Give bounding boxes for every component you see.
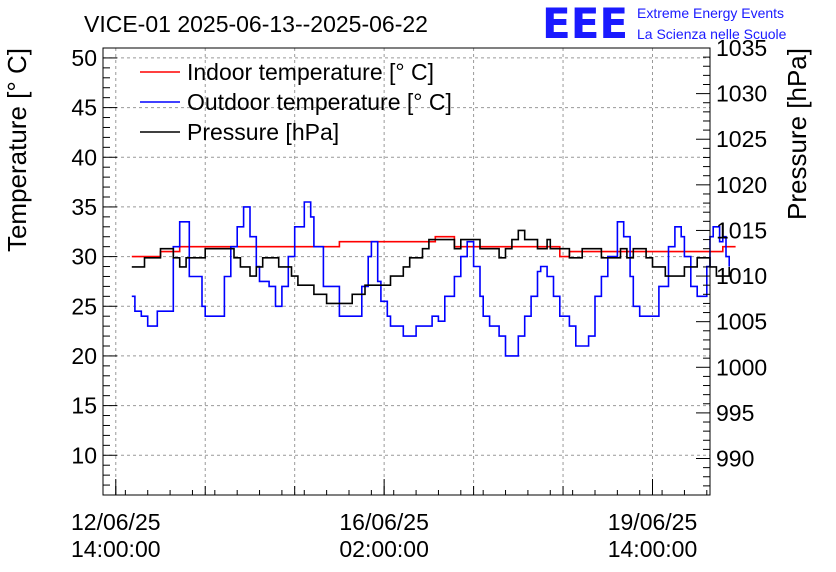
legend-label-pressure: Pressure [hPa] <box>187 119 339 145</box>
y2-tick-label: 1015 <box>716 217 767 243</box>
y-tick-label: 10 <box>71 442 97 468</box>
axis-layer: 1015202530354045509909951000100510101015… <box>71 35 767 562</box>
plot-frame <box>102 47 711 496</box>
x-tick-label-time: 14:00:00 <box>608 536 698 562</box>
series-line-2 <box>131 229 730 305</box>
eee-logo-mark: EEE <box>542 0 628 48</box>
y2-tick-label: 990 <box>716 446 754 472</box>
x-tick-label-time: 14:00:00 <box>71 536 161 562</box>
legend-label-outdoor: Outdoor temperature [° C] <box>187 89 452 115</box>
y2-tick-label: 1020 <box>716 172 767 198</box>
y2-tick-label: 1035 <box>716 35 767 61</box>
y-axis-label: Temperature [° C] <box>2 48 32 252</box>
y2-tick-label: 1030 <box>716 81 767 107</box>
eee-logo: EEE Extreme Energy Events La Scienza nel… <box>542 0 787 48</box>
grid-layer <box>103 48 710 495</box>
y-tick-label: 20 <box>71 343 97 369</box>
legend: Indoor temperature [° C] Outdoor tempera… <box>140 59 452 145</box>
series-layer <box>131 201 736 357</box>
chart-title: VICE-01 2025-06-13--2025-06-22 <box>84 11 428 37</box>
x-tick-label-date: 12/06/25 <box>71 509 161 535</box>
x-tick-label-date: 16/06/25 <box>339 509 429 535</box>
legend-label-indoor: Indoor temperature [° C] <box>187 59 434 85</box>
y-tick-label: 15 <box>71 393 97 419</box>
y-tick-label: 40 <box>71 144 97 170</box>
y2-tick-label: 995 <box>716 400 754 426</box>
y2-tick-label: 1000 <box>716 354 767 380</box>
x-tick-label-date: 19/06/25 <box>608 509 698 535</box>
y-tick-label: 50 <box>71 45 97 71</box>
series-line-1 <box>131 201 730 357</box>
y-tick-label: 25 <box>71 293 97 319</box>
eee-logo-line2: La Scienza nelle Scuole <box>637 26 787 42</box>
y-tick-label: 45 <box>71 95 97 121</box>
y-tick-label: 30 <box>71 244 97 270</box>
y-tick-label: 35 <box>71 194 97 220</box>
y2-tick-label: 1010 <box>716 263 767 289</box>
y2-tick-label: 1025 <box>716 126 767 152</box>
y2-tick-label: 1005 <box>716 309 767 335</box>
eee-logo-line1: Extreme Energy Events <box>637 5 784 21</box>
y2-axis-label: Pressure [hPa] <box>782 48 812 220</box>
x-tick-label-time: 02:00:00 <box>339 536 429 562</box>
